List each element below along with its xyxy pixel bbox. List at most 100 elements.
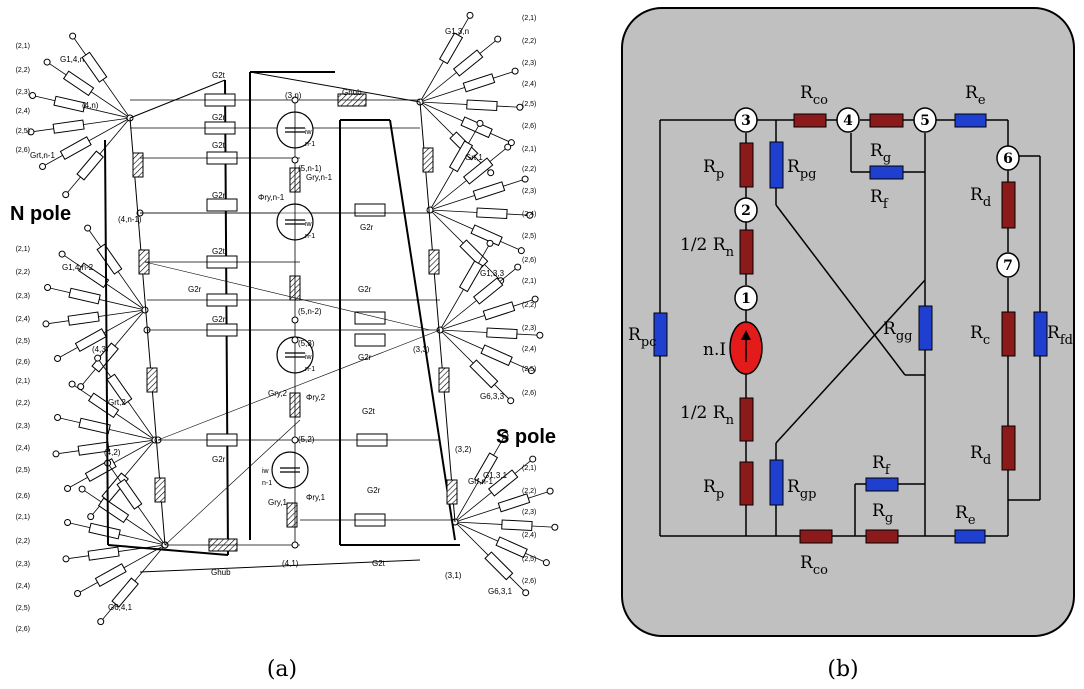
label-r-e-top: Re [965, 83, 986, 108]
r-e-bottom [954, 529, 986, 544]
fan-conductance [59, 136, 92, 160]
left-vertical [129, 117, 166, 546]
r-co-top [793, 113, 827, 128]
fan-label: (2,4) [16, 445, 30, 452]
terminal [501, 431, 509, 439]
n1-label: n-1 [262, 480, 272, 487]
fan-hub-node [141, 306, 149, 314]
r-letter: R [787, 157, 801, 177]
resistor-box [354, 333, 386, 347]
g2-box [354, 203, 386, 217]
r-p-top [739, 142, 754, 188]
g-label-ghub: Ghub [342, 88, 362, 97]
link-bottom [139, 559, 421, 573]
fan-label: (2,5) [16, 605, 30, 612]
fan-conductance [68, 287, 101, 305]
fan-label: (2,6) [16, 626, 30, 633]
resistor-box [97, 497, 130, 524]
fan-label: (2,2) [16, 538, 30, 545]
g2-box [354, 333, 386, 347]
fan-conductance [476, 207, 508, 220]
resistor-box [77, 441, 110, 456]
label-r-gg: Rgg [883, 319, 912, 344]
grt1-left [154, 477, 166, 503]
label-r-g: Rg [870, 141, 891, 166]
g-label-gry_n1: Gry,n-1 [306, 173, 333, 182]
node-label-1: 1 [741, 291, 751, 307]
fan-label: (2,4) [16, 316, 30, 323]
resistor-box [94, 563, 127, 587]
resistor-box [495, 536, 528, 559]
fan-conductance [78, 417, 111, 435]
circuit-wire [775, 204, 906, 376]
resistor-box [476, 207, 508, 220]
link [129, 79, 226, 119]
node-7 [996, 252, 1020, 278]
terminal [62, 191, 70, 199]
r-gg [918, 305, 933, 351]
g-label-g2r: G2r [360, 223, 374, 232]
fan-label: (2,6) [522, 578, 536, 585]
terminal [97, 618, 105, 626]
r-letter: R [970, 185, 984, 205]
node-label-2: 2 [741, 203, 751, 219]
resistor-box [62, 70, 95, 97]
iw-label: iw [305, 221, 313, 228]
fan-label: (2,1) [522, 15, 536, 22]
resistor-box [206, 198, 238, 212]
fan-conductance [84, 458, 117, 482]
fan-conductance [472, 277, 504, 305]
fan-conductance [497, 493, 531, 513]
resistor-box [462, 157, 494, 185]
resistor-box [438, 367, 450, 393]
fan-conductance [472, 181, 506, 201]
fan-label: (2,5) [522, 556, 536, 563]
resistor-box [354, 203, 386, 217]
terminal [517, 247, 525, 255]
r-c [1001, 311, 1016, 357]
source-label: n.I [703, 340, 726, 360]
r-subscript: pg [800, 167, 817, 182]
terminal [529, 455, 537, 463]
r-subscript: co [813, 93, 828, 108]
resistor-box [460, 116, 493, 139]
r-g-top [869, 113, 904, 128]
resistor-box [470, 224, 503, 247]
terminal [521, 175, 529, 183]
g-label-g2r: G2r [212, 191, 226, 200]
fan-conductance [458, 260, 484, 293]
node [291, 316, 299, 324]
fan-label: (2,3) [522, 509, 536, 516]
r-subscript: n [726, 245, 735, 260]
fan-conductance [87, 546, 120, 561]
fan-label: (2,2) [522, 38, 536, 45]
resistor-box [132, 152, 144, 178]
r-subscript: p [716, 487, 724, 502]
r-subscript: f [883, 197, 889, 212]
grt2-left [146, 367, 158, 393]
fan-label: (2,1) [522, 465, 536, 472]
terminal [78, 485, 86, 493]
fan-label: (2,3) [16, 561, 30, 568]
node-label: (3,2) [455, 445, 472, 454]
fan-conductance [81, 51, 108, 83]
resistor-box [106, 373, 133, 405]
terminal [504, 143, 512, 151]
fan-label: (2,1) [522, 146, 536, 153]
node [291, 156, 299, 164]
iw-label: iw [262, 468, 270, 475]
terminal [494, 35, 502, 43]
terminal [54, 414, 62, 422]
r-subscript: g [883, 151, 891, 166]
resistor-box [458, 260, 484, 293]
label-r-n-bottom: 1/2 Rn [680, 403, 735, 428]
fan-label: (2,5) [522, 366, 536, 373]
resistor-box [53, 95, 86, 113]
s-pole-label: S pole [496, 426, 556, 448]
resistor-box [480, 344, 513, 367]
g-label-g641: G6,4,1 [108, 603, 133, 612]
resistor-box [68, 287, 101, 305]
terminal [516, 103, 524, 111]
terminal [542, 559, 550, 567]
